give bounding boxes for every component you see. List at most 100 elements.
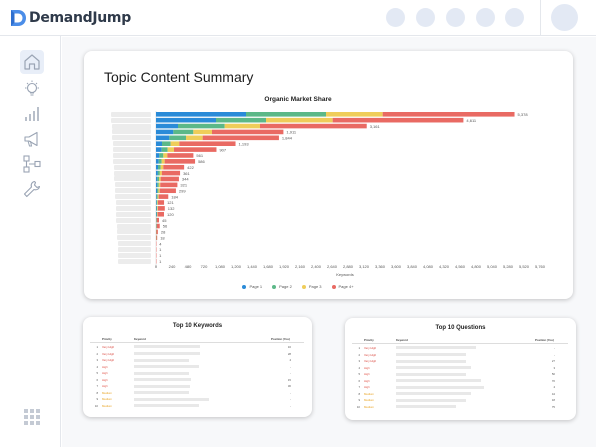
bar-segment[interactable] <box>163 164 185 170</box>
bar-segment[interactable] <box>156 206 158 211</box>
bar-segment[interactable] <box>156 194 157 199</box>
logo[interactable]: DemandJump <box>10 8 131 28</box>
bar-segment[interactable] <box>157 170 160 176</box>
bar-segment[interactable] <box>156 206 157 211</box>
keyword-placeholder[interactable] <box>134 365 199 369</box>
bar-segment[interactable] <box>156 123 178 129</box>
bar-segment[interactable] <box>156 117 216 123</box>
column-header-priority[interactable]: Priority <box>364 338 374 342</box>
bar-segment[interactable] <box>179 141 236 146</box>
bar-segment[interactable] <box>156 200 157 205</box>
bar-segment[interactable] <box>156 159 159 164</box>
bar-segment[interactable] <box>158 159 162 164</box>
bar-segment[interactable] <box>158 200 165 205</box>
keyword-placeholder[interactable] <box>134 404 199 408</box>
keyword-placeholder[interactable] <box>134 351 200 355</box>
bar-segment[interactable] <box>161 170 181 176</box>
legend-item[interactable]: Page 3 <box>301 284 322 289</box>
bar-segment[interactable] <box>160 176 179 182</box>
bar-segment[interactable] <box>156 141 162 146</box>
bar-segment[interactable] <box>156 170 158 176</box>
header-action-4-icon[interactable] <box>476 8 495 27</box>
header-action-1-icon[interactable] <box>386 8 405 27</box>
legend-item[interactable]: Page 4+ <box>331 284 354 289</box>
keyword-placeholder[interactable] <box>396 372 466 376</box>
bar-segment[interactable] <box>193 129 212 135</box>
column-header-keyword[interactable]: Keyword <box>396 338 408 342</box>
apps-grid-icon[interactable] <box>24 409 40 425</box>
bar-segment[interactable] <box>156 135 170 141</box>
bar-segment[interactable] <box>167 147 174 152</box>
header-action-2-icon[interactable] <box>416 8 435 27</box>
bar-segment[interactable] <box>156 182 158 188</box>
bar-segment[interactable] <box>157 182 159 188</box>
column-header-keyword[interactable]: Keyword <box>134 337 146 341</box>
keyword-placeholder[interactable] <box>396 352 466 356</box>
bar-chart-icon[interactable] <box>22 104 42 124</box>
bar-segment[interactable] <box>157 211 164 217</box>
legend-item[interactable]: Page 1 <box>242 284 262 289</box>
bar-segment[interactable] <box>156 223 160 229</box>
bar-segment[interactable] <box>157 200 158 205</box>
bar-segment[interactable] <box>156 200 158 205</box>
keyword-placeholder[interactable] <box>396 405 456 409</box>
bar-segment[interactable] <box>160 182 178 188</box>
bar-segment[interactable] <box>173 129 194 135</box>
bar-segment[interactable] <box>157 206 165 211</box>
bar-segment[interactable] <box>157 176 159 182</box>
bar-segment[interactable] <box>156 112 246 117</box>
bar-segment[interactable] <box>216 117 266 123</box>
bar-segment[interactable] <box>178 123 225 129</box>
bar-segment[interactable] <box>157 206 158 211</box>
keyword-placeholder[interactable] <box>396 366 471 370</box>
bar-segment[interactable] <box>156 211 158 217</box>
bar-segment[interactable] <box>170 141 180 146</box>
keyword-placeholder[interactable] <box>134 391 189 395</box>
keyword-placeholder[interactable] <box>134 358 189 362</box>
bar-segment[interactable] <box>159 170 162 176</box>
header-action-5-icon[interactable] <box>505 8 524 27</box>
keyword-placeholder[interactable] <box>134 371 189 375</box>
column-header-priority[interactable]: Priority <box>102 337 112 341</box>
legend-item[interactable]: Page 2 <box>272 284 292 289</box>
keyword-placeholder[interactable] <box>396 398 466 402</box>
bar-segment[interactable] <box>260 123 367 129</box>
bar-segment[interactable] <box>174 147 217 152</box>
bar-segment[interactable] <box>158 188 160 194</box>
bar-segment[interactable] <box>160 164 164 170</box>
bar-segment[interactable] <box>156 176 158 182</box>
bar-segment[interactable] <box>157 194 159 199</box>
bar-segment[interactable] <box>163 153 168 158</box>
keyword-placeholder[interactable] <box>396 385 484 389</box>
keyword-placeholder[interactable] <box>134 345 200 349</box>
bar-segment[interactable] <box>156 194 158 199</box>
bar-segment[interactable] <box>156 164 158 170</box>
bar-segment[interactable] <box>202 135 279 141</box>
bar-segment[interactable] <box>156 217 159 223</box>
bar-segment[interactable] <box>156 211 157 217</box>
user-avatar-icon[interactable] <box>551 4 578 31</box>
keyword-placeholder[interactable] <box>396 346 476 350</box>
lightbulb-icon[interactable] <box>22 79 42 99</box>
bar-segment[interactable] <box>159 153 164 158</box>
bar-segment[interactable] <box>156 235 158 241</box>
bar-segment[interactable] <box>266 117 333 123</box>
bar-segment[interactable] <box>159 176 161 182</box>
bar-segment[interactable] <box>162 141 171 146</box>
bar-segment[interactable] <box>161 147 168 152</box>
bar-segment[interactable] <box>158 194 169 199</box>
bar-segment[interactable] <box>382 112 515 117</box>
bar-segment[interactable] <box>332 117 464 123</box>
bar-segment[interactable] <box>156 153 160 158</box>
bar-segment[interactable] <box>212 129 284 135</box>
bar-segment[interactable] <box>169 135 186 141</box>
header-action-3-icon[interactable] <box>446 8 465 27</box>
column-header-position[interactable]: Position (You) <box>271 337 290 341</box>
keyword-placeholder[interactable] <box>134 397 209 401</box>
bar-segment[interactable] <box>326 112 383 117</box>
bar-segment[interactable] <box>186 135 203 141</box>
bar-segment[interactable] <box>246 112 326 117</box>
flow-icon[interactable] <box>22 154 42 174</box>
bar-segment[interactable] <box>161 159 165 164</box>
keyword-placeholder[interactable] <box>396 379 481 383</box>
